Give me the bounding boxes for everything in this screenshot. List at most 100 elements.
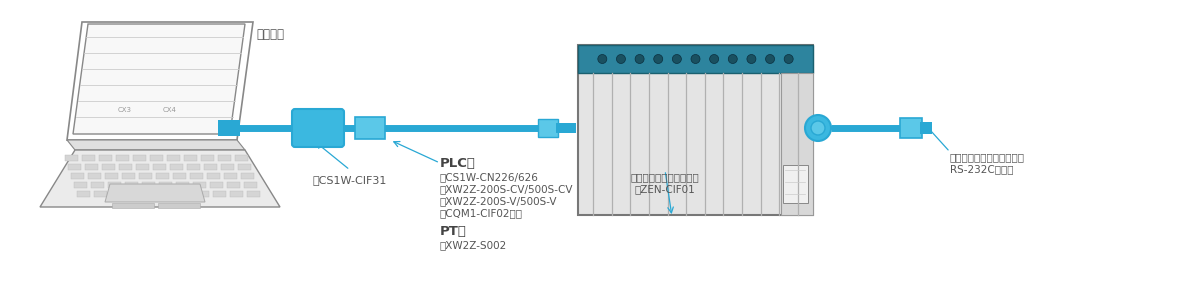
Bar [241, 173, 254, 179]
Circle shape [617, 55, 625, 64]
Bar [218, 155, 231, 161]
Text: パソコン: パソコン [256, 28, 284, 41]
Text: CX4: CX4 [163, 107, 177, 113]
Circle shape [811, 121, 825, 135]
Bar [153, 164, 167, 170]
Bar [244, 182, 258, 188]
Bar [108, 182, 121, 188]
Bar [139, 173, 152, 179]
Polygon shape [40, 150, 280, 207]
Bar [119, 164, 132, 170]
Circle shape [805, 115, 831, 141]
Bar [173, 173, 186, 179]
Polygon shape [105, 184, 205, 202]
Bar [179, 191, 192, 197]
Text: CX3: CX3 [117, 107, 132, 113]
Bar [159, 182, 173, 188]
Bar [143, 182, 155, 188]
Bar [213, 191, 226, 197]
Bar [190, 173, 202, 179]
Polygon shape [73, 24, 246, 134]
Text: PLC用: PLC用 [440, 157, 476, 170]
Bar [91, 182, 104, 188]
Bar [235, 155, 248, 161]
Bar [577, 45, 813, 73]
Bar [218, 120, 240, 136]
Text: ペリフェラルポートまたは: ペリフェラルポートまたは [950, 152, 1025, 162]
Bar [920, 122, 932, 134]
Bar [224, 173, 237, 179]
Bar [230, 191, 243, 197]
Bar [226, 182, 240, 188]
Bar [193, 182, 206, 188]
Bar [204, 164, 217, 170]
Polygon shape [67, 140, 246, 150]
Bar [85, 164, 98, 170]
Bar [128, 191, 141, 197]
Circle shape [728, 55, 737, 64]
Text: 形CS1W-CIF31: 形CS1W-CIF31 [313, 175, 387, 185]
Text: 形XW2Z-200S-V/500S-V: 形XW2Z-200S-V/500S-V [440, 196, 557, 206]
Bar [68, 164, 81, 170]
Bar [781, 73, 813, 215]
Bar [65, 155, 78, 161]
Bar [167, 155, 180, 161]
Bar [122, 173, 135, 179]
Bar [355, 117, 385, 139]
Bar [77, 191, 90, 197]
Circle shape [746, 55, 756, 64]
Bar [170, 164, 183, 170]
Text: プログラマブルリレー用: プログラマブルリレー用 [630, 172, 700, 182]
Bar [201, 155, 214, 161]
Bar [145, 191, 158, 197]
Bar [556, 123, 576, 133]
Text: 形ZEN-CIF01: 形ZEN-CIF01 [635, 184, 695, 194]
Circle shape [598, 55, 607, 64]
Bar [133, 155, 146, 161]
Bar [247, 191, 260, 197]
Bar [176, 182, 189, 188]
Bar [900, 118, 922, 138]
Text: PT用: PT用 [440, 225, 467, 238]
Bar [125, 182, 138, 188]
Text: 形CQM1-CIF02など: 形CQM1-CIF02など [440, 208, 524, 218]
Circle shape [691, 55, 700, 64]
Bar [105, 173, 117, 179]
Bar [162, 191, 175, 197]
Bar [111, 203, 155, 208]
Circle shape [785, 55, 793, 64]
Bar [87, 173, 101, 179]
Text: 形CS1W-CN226/626: 形CS1W-CN226/626 [440, 172, 539, 182]
Bar [111, 191, 125, 197]
Bar [238, 164, 252, 170]
Text: 形XW2Z-200S-CV/500S-CV: 形XW2Z-200S-CV/500S-CV [440, 184, 574, 194]
Circle shape [654, 55, 662, 64]
Bar [99, 155, 111, 161]
Bar [184, 155, 196, 161]
Bar [538, 119, 558, 137]
Bar [81, 155, 95, 161]
Circle shape [672, 55, 682, 64]
Bar [71, 173, 84, 179]
Bar [156, 173, 169, 179]
Bar [783, 165, 807, 203]
Bar [196, 191, 208, 197]
Bar [158, 203, 200, 208]
Circle shape [766, 55, 775, 64]
Text: 形XW2Z-S002: 形XW2Z-S002 [440, 240, 507, 250]
Bar [116, 155, 129, 161]
Text: RS-232Cポート: RS-232Cポート [950, 164, 1014, 174]
Bar [93, 191, 107, 197]
Bar [210, 182, 223, 188]
FancyBboxPatch shape [292, 109, 344, 147]
Circle shape [635, 55, 645, 64]
Bar [187, 164, 200, 170]
Circle shape [709, 55, 719, 64]
Bar [577, 45, 813, 215]
Bar [137, 164, 149, 170]
Bar [207, 173, 220, 179]
Bar [220, 164, 234, 170]
Bar [74, 182, 87, 188]
Bar [150, 155, 163, 161]
Bar [102, 164, 115, 170]
